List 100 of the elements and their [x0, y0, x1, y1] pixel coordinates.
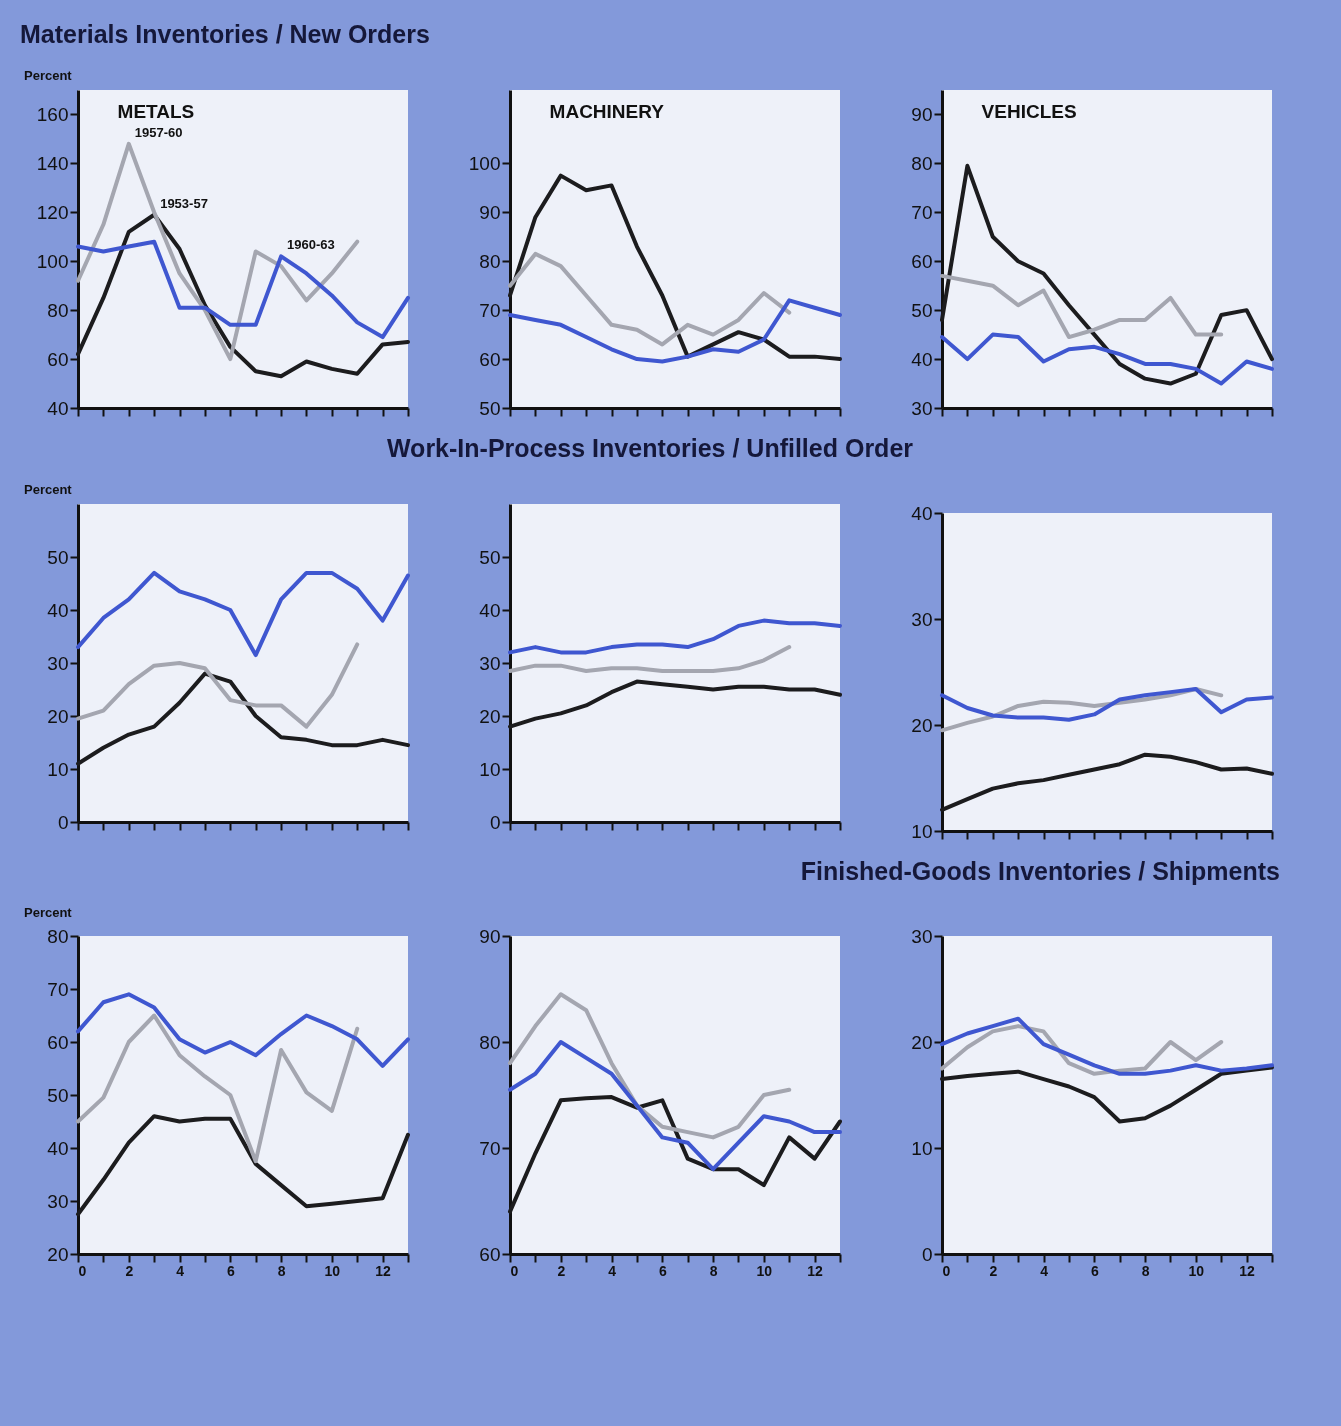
x-tick-label: 2: [989, 1262, 998, 1279]
line-series: [940, 686, 1274, 722]
line-series: [76, 992, 410, 1068]
y-tick-label: 50: [479, 546, 501, 568]
line-series: [508, 992, 792, 1140]
text: VEHICLES: [981, 101, 1077, 122]
x-tick-label: 6: [226, 1262, 235, 1279]
y-tick-label: 0: [57, 811, 69, 833]
y-tick-label: 100: [36, 250, 69, 272]
y-tick-label: 40: [47, 599, 69, 621]
y-tick-label: 140: [36, 152, 69, 174]
y-tick-label: 30: [479, 652, 501, 674]
line-series: [508, 1095, 842, 1214]
y-tick-label: 10: [911, 820, 933, 842]
y-tick-label: 90: [479, 201, 501, 223]
x-tick-label: 2: [125, 1262, 134, 1279]
y-tick-label: 20: [47, 705, 69, 727]
line-series: [508, 679, 842, 729]
y-tick-label: 20: [479, 705, 501, 727]
x-tick-label: 0: [78, 1262, 87, 1279]
y-tick-label: 20: [47, 1243, 69, 1265]
x-tick-label: 12: [375, 1262, 392, 1279]
y-tick-label: 80: [479, 250, 501, 272]
y-tick-label: 120: [36, 201, 69, 223]
line-series: [508, 1040, 842, 1172]
y-tick-label: 10: [47, 758, 69, 780]
y-tick-label: 80: [479, 1031, 501, 1053]
line-series: [76, 642, 360, 729]
y-tick-label: 60: [479, 1243, 501, 1265]
x-tick-label: 10: [1188, 1262, 1205, 1279]
y-tick-label: 50: [47, 546, 69, 568]
y-axis-title: Percent: [24, 68, 72, 83]
y-axis-title: Percent: [24, 482, 72, 497]
line-series: [940, 1024, 1224, 1076]
line-series: [940, 163, 1274, 386]
x-tick-label: 10: [756, 1262, 773, 1279]
chart-title: Finished-Goods Inventories / Shipments: [800, 857, 1280, 886]
y-tick-label: 40: [47, 1137, 69, 1159]
line-series: [508, 251, 792, 347]
text: METALS: [117, 101, 195, 122]
y-tick-label: 70: [47, 978, 69, 1000]
y-tick-label: 40: [911, 502, 933, 524]
line-series: [508, 298, 842, 364]
line-series: [76, 671, 410, 766]
x-tick-label: 4: [1040, 1262, 1049, 1279]
x-tick-label: 10: [324, 1262, 341, 1279]
line-series: [76, 212, 410, 379]
y-tick-label: 60: [47, 1031, 69, 1053]
y-tick-label: 30: [911, 608, 933, 630]
y-tick-label: 20: [911, 1031, 933, 1053]
y-tick-label: 70: [911, 201, 933, 223]
annotation: 1957-60: [134, 124, 183, 140]
y-tick-label: 90: [479, 925, 501, 947]
y-tick-label: 70: [479, 299, 501, 321]
y-tick-label: 80: [47, 299, 69, 321]
x-tick-label: 8: [1141, 1262, 1150, 1279]
line-series: [508, 618, 842, 655]
y-tick-label: 60: [911, 250, 933, 272]
line-series: [940, 273, 1224, 340]
y-tick-label: 70: [479, 1137, 501, 1159]
line-series: [76, 570, 410, 658]
y-tick-label: 10: [911, 1137, 933, 1159]
line-series: [508, 645, 792, 673]
x-tick-label: 12: [1239, 1262, 1256, 1279]
x-tick-label: 8: [277, 1262, 286, 1279]
line-series: [76, 1114, 410, 1217]
x-tick-label: 8: [709, 1262, 718, 1279]
y-tick-label: 40: [479, 599, 501, 621]
y-tick-label: 60: [479, 348, 501, 370]
line-series: [940, 752, 1274, 812]
y-tick-label: 80: [911, 152, 933, 174]
x-tick-label: 6: [1090, 1262, 1099, 1279]
y-tick-label: 50: [479, 397, 501, 419]
y-tick-label: 160: [36, 103, 69, 125]
y-tick-label: 60: [47, 348, 69, 370]
y-tick-label: 50: [47, 1084, 69, 1106]
y-tick-label: 40: [911, 348, 933, 370]
chart-title: Work-In-Process Inventories / Unfilled Order: [386, 434, 914, 463]
line-series: [76, 1013, 360, 1164]
y-tick-label: 80: [47, 925, 69, 947]
y-tick-label: 30: [47, 652, 69, 674]
y-tick-label: 50: [911, 299, 933, 321]
y-tick-label: 20: [911, 714, 933, 736]
y-tick-label: 30: [47, 1190, 69, 1212]
y-tick-label: 40: [47, 397, 69, 419]
y-tick-label: 30: [911, 925, 933, 947]
y-tick-label: 100: [468, 152, 501, 174]
line-series: [940, 1016, 1274, 1076]
x-tick-label: 0: [510, 1262, 519, 1279]
y-axis-title: Percent: [24, 905, 72, 920]
y-tick-label: 0: [489, 811, 501, 833]
line-series: [940, 332, 1274, 386]
line-series: [76, 239, 410, 340]
y-tick-label: 90: [911, 103, 933, 125]
annotation: 1953-57: [160, 195, 208, 211]
x-tick-label: 12: [807, 1262, 824, 1279]
line-series: [508, 173, 842, 362]
y-tick-label: 10: [479, 758, 501, 780]
y-tick-label: 0: [921, 1243, 933, 1265]
y-tick-label: 30: [911, 397, 933, 419]
